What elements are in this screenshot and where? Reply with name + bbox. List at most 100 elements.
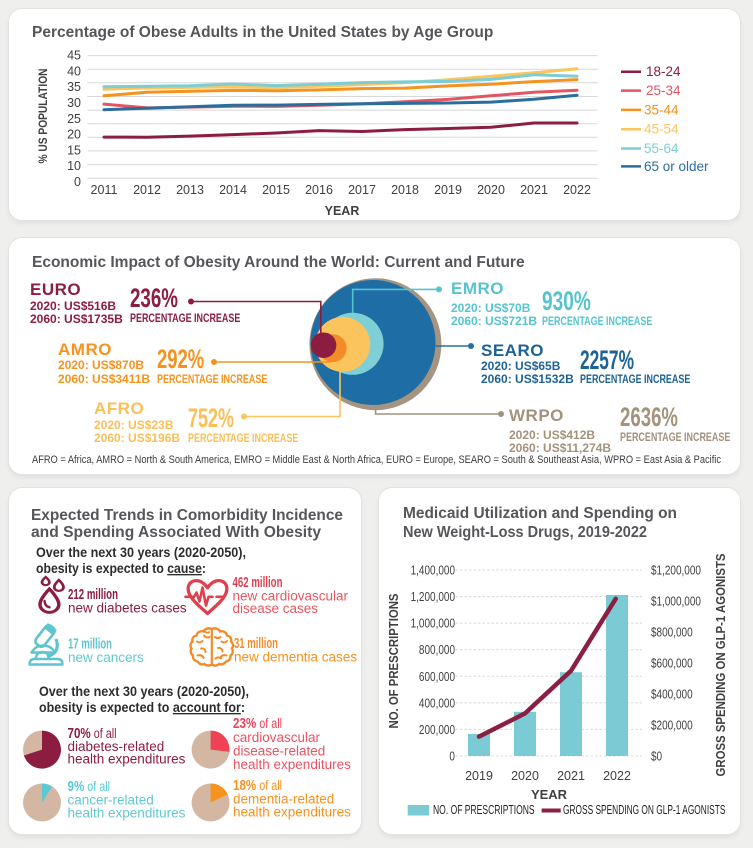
svg-text:new cancers: new cancers bbox=[68, 650, 144, 665]
svg-text:45: 45 bbox=[67, 49, 81, 63]
svg-text:2017: 2017 bbox=[348, 183, 376, 197]
svg-text:$400,000: $400,000 bbox=[651, 689, 693, 702]
svg-text:new cardiovascular: new cardiovascular bbox=[233, 589, 349, 604]
svg-text:health expenditures: health expenditures bbox=[233, 805, 351, 820]
svg-text:2019: 2019 bbox=[465, 769, 493, 783]
svg-text:1,000,000: 1,000,000 bbox=[411, 618, 455, 631]
svg-text:1,200,000: 1,200,000 bbox=[411, 591, 455, 604]
svg-text:17 million: 17 million bbox=[68, 635, 112, 652]
svg-text:new diabetes cases: new diabetes cases bbox=[68, 601, 187, 616]
svg-text:$0: $0 bbox=[651, 751, 662, 764]
svg-text:2011: 2011 bbox=[91, 183, 118, 197]
svg-text:cancer-related: cancer-related bbox=[68, 793, 154, 808]
svg-text:752%: 752% bbox=[188, 404, 234, 434]
svg-text:600,000: 600,000 bbox=[419, 671, 455, 684]
svg-text:PERCENTAGE INCREASE: PERCENTAGE INCREASE bbox=[620, 432, 730, 444]
svg-text:2060: US$721B: 2060: US$721B bbox=[451, 314, 537, 328]
svg-text:2014: 2014 bbox=[219, 183, 247, 197]
svg-text:930%: 930% bbox=[542, 287, 591, 317]
svg-text:Over the next 30 years (2020-2: Over the next 30 years (2020-2050), bbox=[39, 684, 249, 699]
svg-text:$600,000: $600,000 bbox=[651, 658, 693, 671]
svg-text:9% of all: 9% of all bbox=[68, 778, 111, 795]
svg-text:65 or older: 65 or older bbox=[644, 159, 709, 174]
svg-text:health expenditures: health expenditures bbox=[68, 806, 186, 821]
svg-text:23% of all: 23% of all bbox=[233, 715, 282, 732]
svg-text:Percentage of Obese Adults in: Percentage of Obese Adults in the United… bbox=[32, 24, 493, 41]
svg-text:GROSS SPENDING ON GLP-1 AGONIS: GROSS SPENDING ON GLP-1 AGONISTS bbox=[713, 553, 728, 776]
svg-text:2636%: 2636% bbox=[620, 403, 678, 433]
svg-text:WRPO: WRPO bbox=[509, 406, 564, 425]
svg-text:10: 10 bbox=[67, 159, 81, 173]
svg-text:new dementia cases: new dementia cases bbox=[234, 650, 357, 665]
svg-text:2060: US$11,274B: 2060: US$11,274B bbox=[509, 441, 611, 455]
svg-text:PERCENTAGE INCREASE: PERCENTAGE INCREASE bbox=[542, 316, 652, 328]
svg-text:New Weight-Loss Drugs, 2019-20: New Weight-Loss Drugs, 2019-2022 bbox=[403, 524, 647, 541]
svg-text:EURO: EURO bbox=[30, 280, 81, 299]
svg-text:2257%: 2257% bbox=[580, 346, 634, 376]
svg-text:$1,200,000: $1,200,000 bbox=[651, 565, 701, 578]
svg-text:AFRO = Africa, AMRO = North &: AFRO = Africa, AMRO = North & South Amer… bbox=[32, 454, 722, 466]
svg-text:obesity is expected to account: obesity is expected to account for: bbox=[39, 700, 245, 715]
svg-text:212 million: 212 million bbox=[68, 586, 118, 603]
svg-text:800,000: 800,000 bbox=[419, 644, 455, 657]
svg-text:PERCENTAGE INCREASE: PERCENTAGE INCREASE bbox=[157, 374, 267, 386]
svg-text:2018: 2018 bbox=[391, 183, 419, 197]
svg-text:400,000: 400,000 bbox=[419, 697, 455, 710]
svg-text:2016: 2016 bbox=[305, 183, 333, 197]
svg-text:0: 0 bbox=[74, 175, 81, 189]
svg-text:2060: US$196B: 2060: US$196B bbox=[94, 431, 180, 445]
svg-text:obesity is expected to cause:: obesity is expected to cause: bbox=[36, 561, 206, 576]
svg-text:disease cases: disease cases bbox=[233, 601, 319, 616]
svg-text:% US POPULATION: % US POPULATION bbox=[36, 69, 50, 164]
svg-text:31 million: 31 million bbox=[234, 635, 278, 652]
svg-text:18-24: 18-24 bbox=[646, 64, 681, 79]
svg-text:Economic Impact of Obesity Aro: Economic Impact of Obesity Around the Wo… bbox=[32, 254, 525, 271]
svg-text:SEARO: SEARO bbox=[481, 341, 544, 360]
svg-text:EMRO: EMRO bbox=[451, 279, 504, 298]
svg-text:18% of all: 18% of all bbox=[233, 777, 282, 794]
svg-text:2021: 2021 bbox=[557, 769, 585, 783]
svg-text:AFRO: AFRO bbox=[94, 399, 144, 418]
svg-text:2020: US$70B: 2020: US$70B bbox=[451, 301, 531, 315]
svg-text:2015: 2015 bbox=[262, 183, 290, 197]
svg-text:292%: 292% bbox=[157, 345, 204, 375]
svg-text:2060: US$3411B: 2060: US$3411B bbox=[58, 372, 150, 386]
svg-text:NO. OF PRESCRIPTIONS: NO. OF PRESCRIPTIONS bbox=[433, 804, 535, 817]
svg-text:cardiovascular: cardiovascular bbox=[233, 730, 321, 745]
svg-text:2022: 2022 bbox=[563, 183, 591, 197]
svg-text:2021: 2021 bbox=[520, 183, 548, 197]
svg-text:health expenditures: health expenditures bbox=[68, 752, 186, 767]
svg-text:AMRO: AMRO bbox=[58, 340, 112, 359]
svg-text:2020: US$23B: 2020: US$23B bbox=[94, 418, 174, 432]
svg-text:40: 40 bbox=[67, 64, 81, 78]
svg-text:2019: 2019 bbox=[434, 183, 462, 197]
svg-text:30: 30 bbox=[67, 96, 81, 110]
svg-text:2060: US$1735B: 2060: US$1735B bbox=[30, 312, 123, 326]
svg-text:dementia-related: dementia-related bbox=[233, 792, 334, 807]
svg-text:25: 25 bbox=[67, 112, 81, 126]
svg-text:35: 35 bbox=[67, 80, 81, 94]
svg-text:1,400,000: 1,400,000 bbox=[411, 565, 455, 578]
svg-text:PERCENTAGE INCREASE: PERCENTAGE INCREASE bbox=[580, 374, 690, 386]
svg-text:2020: 2020 bbox=[477, 183, 505, 197]
svg-text:Over the next 30 years (2020-2: Over the next 30 years (2020-2050), bbox=[36, 545, 246, 560]
svg-text:70% of all: 70% of all bbox=[68, 725, 117, 742]
svg-text:2022: 2022 bbox=[603, 769, 631, 783]
svg-text:15: 15 bbox=[67, 143, 81, 157]
svg-text:0: 0 bbox=[449, 751, 455, 764]
svg-text:2020: 2020 bbox=[511, 769, 539, 783]
svg-text:PERCENTAGE INCREASE: PERCENTAGE INCREASE bbox=[188, 433, 298, 445]
svg-text:YEAR: YEAR bbox=[531, 787, 568, 802]
svg-text:2020: US$870B: 2020: US$870B bbox=[58, 358, 144, 372]
svg-text:45-54: 45-54 bbox=[644, 122, 679, 137]
svg-text:and Spending Associated With O: and Spending Associated With Obesity bbox=[31, 524, 321, 541]
svg-text:YEAR: YEAR bbox=[325, 204, 360, 218]
svg-text:200,000: 200,000 bbox=[419, 724, 455, 737]
svg-text:Medicaid Utilization and Spend: Medicaid Utilization and Spending on bbox=[403, 505, 677, 522]
svg-text:2013: 2013 bbox=[176, 183, 204, 197]
svg-text:25-34: 25-34 bbox=[646, 83, 681, 98]
svg-text:2020: US$516B: 2020: US$516B bbox=[30, 299, 116, 313]
svg-text:PERCENTAGE INCREASE: PERCENTAGE INCREASE bbox=[130, 313, 240, 325]
svg-text:2012: 2012 bbox=[133, 183, 161, 197]
svg-text:$1,000,000: $1,000,000 bbox=[651, 596, 701, 609]
